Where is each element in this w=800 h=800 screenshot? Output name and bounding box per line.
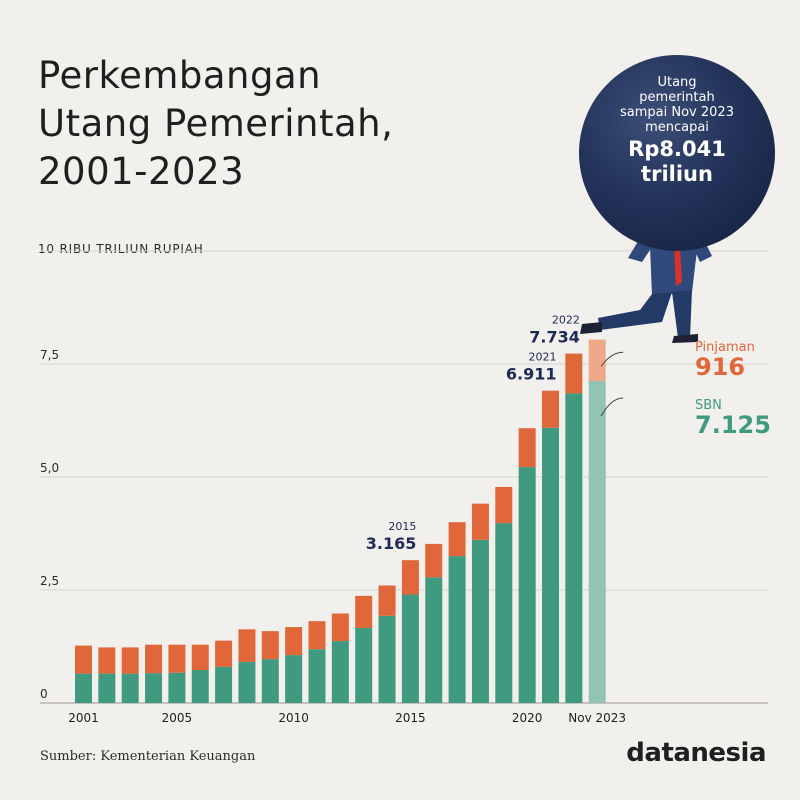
badge-value-line: triliun: [641, 162, 713, 186]
x-tick-label: Nov 2023: [568, 711, 626, 725]
pinjaman-label: Pinjaman: [695, 340, 755, 355]
bar-sbn: [471, 539, 489, 703]
bar-sbn: [285, 655, 303, 703]
bar-sbn: [215, 666, 233, 703]
bar-sbn: [308, 649, 326, 703]
y-tick-label: 5,0: [40, 461, 59, 475]
bar-sbn: [168, 672, 186, 703]
annotation-year: 2021: [529, 351, 557, 364]
bar-pinjaman: [331, 613, 349, 642]
y-tick-label: 2,5: [40, 574, 59, 588]
badge-caption-line: mencapai: [645, 120, 709, 135]
x-tick-label: 2001: [68, 711, 99, 725]
bar-sbn: [565, 393, 583, 703]
bar-sbn: [261, 659, 279, 703]
sbn-value: 7.125: [695, 411, 771, 439]
x-tick-label: 2020: [512, 711, 543, 725]
total-debt-badge: Utang pemerintah sampai Nov 2023 mencapa…: [579, 55, 775, 251]
bar-pinjaman: [355, 595, 373, 628]
badge-caption-line: Utang: [657, 75, 697, 90]
bar-sbn: [145, 673, 163, 703]
bar-sbn: [495, 523, 513, 703]
bar-sbn: [518, 467, 536, 703]
badge-value-line: Rp8.041: [628, 137, 726, 161]
bar-pinjaman: [401, 560, 419, 595]
person-shoe-right: [672, 334, 698, 343]
pinjaman-arrow: [600, 351, 624, 367]
person-torso: [650, 242, 698, 296]
bar-sbn: [425, 577, 443, 703]
bar-sbn: [238, 661, 256, 703]
bar-sbn: [121, 673, 139, 703]
title-line: 2001-2023: [38, 150, 245, 193]
bar-pinjaman: [168, 644, 186, 673]
bar-pinjaman: [448, 522, 466, 557]
badge-total-value: Rp8.041 triliun: [579, 137, 775, 187]
bar-pinjaman: [285, 627, 303, 656]
bar-sbn: [191, 670, 209, 703]
bar-pinjaman: [495, 486, 513, 524]
brand-logo: datanesia: [626, 738, 766, 768]
bar-sbn: [331, 641, 349, 703]
bar-pinjaman: [425, 543, 443, 578]
annotation-year: 2015: [388, 520, 416, 533]
person-tie: [674, 246, 682, 286]
bar-pinjaman: [98, 647, 116, 674]
badge-caption-line: pemerintah: [639, 90, 715, 105]
y-tick-label: 0: [40, 687, 48, 701]
bar-sbn: [75, 673, 92, 703]
sbn-arrow: [600, 397, 624, 417]
bar-sbn: [588, 380, 606, 703]
bar-pinjaman: [565, 353, 583, 394]
annotation-value: 7.734: [529, 328, 580, 347]
title-line: Utang Pemerintah,: [38, 102, 394, 145]
x-tick-label: 2005: [162, 711, 193, 725]
bar-pinjaman: [121, 647, 139, 674]
bar-pinjaman: [238, 629, 256, 662]
pinjaman-value: 916: [695, 353, 746, 381]
bar-pinjaman: [308, 621, 326, 650]
bar-pinjaman: [588, 339, 606, 381]
y-tick-label: 7,5: [40, 348, 59, 362]
bar-sbn: [98, 673, 116, 703]
bar-pinjaman: [191, 644, 209, 671]
annotation-year: 2022: [552, 314, 580, 327]
y-axis-unit-label: 10 RIBU TRILIUN RUPIAH: [38, 242, 204, 256]
badge-caption-line: sampai Nov 2023: [620, 105, 734, 120]
badge-caption: Utang pemerintah sampai Nov 2023 mencapa…: [579, 75, 775, 135]
bar-pinjaman: [261, 631, 279, 660]
title-line: Perkembangan: [38, 54, 322, 97]
bar-sbn: [542, 427, 559, 703]
person-leg-left: [598, 292, 672, 330]
bar-sbn: [448, 556, 466, 703]
chart-title: Perkembangan Utang Pemerintah, 2001-2023: [38, 52, 393, 196]
bar-pinjaman: [518, 428, 536, 468]
bar-sbn: [401, 594, 419, 703]
person-shoe-left: [580, 322, 602, 334]
sbn-label: SBN: [695, 398, 722, 413]
source-note: Sumber: Kementerian Keuangan: [40, 749, 256, 764]
annotation-value: 6.911: [506, 365, 557, 384]
bar-pinjaman: [378, 585, 396, 616]
bar-sbn: [378, 615, 396, 703]
person-leg-right: [672, 290, 692, 338]
bar-pinjaman: [215, 640, 233, 667]
bar-pinjaman: [145, 644, 163, 674]
x-tick-label: 2015: [395, 711, 426, 725]
bar-sbn: [355, 627, 373, 703]
bar-pinjaman: [75, 645, 92, 674]
bar-pinjaman: [471, 503, 489, 540]
annotation-value: 3.165: [366, 534, 417, 553]
bar-pinjaman: [542, 390, 559, 428]
x-tick-label: 2010: [278, 711, 309, 725]
